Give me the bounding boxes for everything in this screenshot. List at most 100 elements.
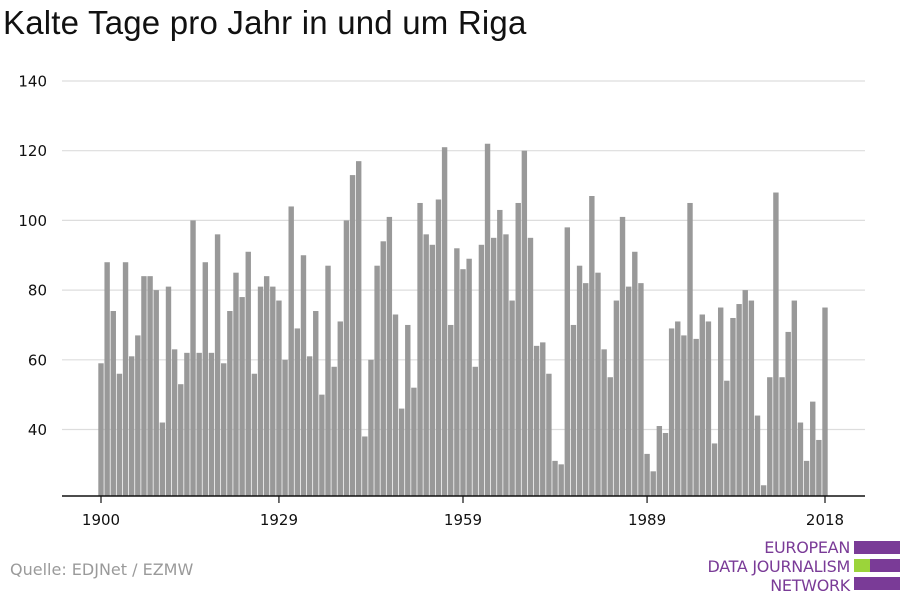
bar-1995 <box>681 335 687 496</box>
y-tick-label: 140 <box>18 73 47 91</box>
bar-1967 <box>509 300 515 496</box>
bar-2018 <box>822 307 828 496</box>
bar-1900 <box>98 363 104 496</box>
bar-2009 <box>767 377 773 496</box>
x-tick-label: 1959 <box>444 511 482 529</box>
bar-1961 <box>472 366 478 496</box>
bar-1930 <box>282 359 288 496</box>
bar-1924 <box>245 251 251 496</box>
bar-1969 <box>521 150 528 496</box>
bar-1993 <box>668 328 675 496</box>
edjnet-logo[interactable]: EUROPEAN DATA JOURNALISM NETWORK <box>700 538 900 600</box>
bar-1958 <box>454 248 460 496</box>
bar-1957 <box>448 324 454 496</box>
bar-1925 <box>251 373 258 496</box>
bar-1932 <box>294 328 301 496</box>
x-tick-label: 1929 <box>260 511 298 529</box>
logo-line-european: EUROPEAN <box>764 538 850 557</box>
bar-1960 <box>466 258 472 496</box>
bar-2005 <box>742 290 748 496</box>
bar-1954 <box>429 244 436 496</box>
bar-1931 <box>288 206 294 496</box>
bar-1992 <box>662 432 669 496</box>
bar-1999 <box>705 321 712 496</box>
bar-1994 <box>675 321 681 496</box>
bar-1906 <box>135 335 141 496</box>
bar-1913 <box>178 384 184 496</box>
bar-1902 <box>110 311 116 496</box>
bar-1959 <box>460 269 466 496</box>
bar-2004 <box>736 304 742 496</box>
bar-1974 <box>552 460 558 496</box>
bar-2014 <box>797 422 804 496</box>
bar-1962 <box>478 244 485 496</box>
bar-1979 <box>583 283 589 496</box>
bar-1996 <box>687 202 693 496</box>
bar-1951 <box>411 387 417 496</box>
bar-1988 <box>638 283 644 496</box>
bar-2000 <box>711 443 718 496</box>
bar-1918 <box>208 352 215 496</box>
bar-1935 <box>313 311 319 496</box>
bar-2017 <box>816 439 822 496</box>
bar-1920 <box>221 363 227 496</box>
bar-2007 <box>754 415 761 496</box>
logo-bar-bottom <box>854 577 900 590</box>
bar-1919 <box>214 234 221 496</box>
bar-1943 <box>362 436 368 496</box>
logo-bar-middle-accent <box>854 559 870 572</box>
bar-1905 <box>128 356 135 496</box>
y-tick-label: 40 <box>28 421 47 439</box>
bar-1916 <box>196 352 202 496</box>
bar-1955 <box>435 199 442 497</box>
bar-1914 <box>184 352 190 496</box>
bar-1953 <box>423 234 429 496</box>
bar-1912 <box>171 349 178 496</box>
bar-1922 <box>233 272 239 496</box>
y-tick-label: 60 <box>28 351 47 369</box>
bar-1980 <box>589 196 595 496</box>
bar-1963 <box>484 143 491 497</box>
bar-1978 <box>576 265 583 496</box>
bar-1903 <box>116 373 123 496</box>
bar-1981 <box>595 272 601 496</box>
bar-1907 <box>141 276 147 496</box>
bar-1937 <box>325 265 331 496</box>
bar-2002 <box>724 380 730 496</box>
bar-1972 <box>540 342 546 496</box>
bar-1976 <box>564 227 571 496</box>
x-tick-label: 2018 <box>806 511 844 529</box>
bar-1941 <box>349 175 356 496</box>
bar-2015 <box>803 460 810 496</box>
bar-1983 <box>607 377 613 496</box>
x-tick-label: 1989 <box>628 511 666 529</box>
bar-2013 <box>791 300 798 496</box>
bar-1985 <box>619 216 626 497</box>
y-tick-label: 80 <box>28 282 47 300</box>
bar-1952 <box>417 202 423 496</box>
bar-1923 <box>239 297 245 496</box>
bar-1973 <box>546 373 552 496</box>
bar-1990 <box>650 471 656 496</box>
bar-1944 <box>368 359 374 496</box>
bar-1929 <box>276 300 282 496</box>
bar-1986 <box>625 286 632 496</box>
logo-line-data-journalism: DATA JOURNALISM <box>707 557 851 576</box>
bar-1933 <box>300 255 307 496</box>
bar-2010 <box>773 192 779 496</box>
bar-2012 <box>785 331 791 496</box>
bar-1940 <box>343 220 350 496</box>
bar-1987 <box>632 251 638 496</box>
bar-1936 <box>319 394 325 496</box>
bar-1998 <box>699 314 705 496</box>
bar-1977 <box>570 324 577 496</box>
bar-1939 <box>337 321 343 496</box>
bar-1934 <box>306 356 313 496</box>
logo-line-network: NETWORK <box>770 576 850 595</box>
bar-2016 <box>810 401 816 496</box>
bar-1901 <box>104 262 110 496</box>
bar-2001 <box>717 307 724 496</box>
bar-1926 <box>257 286 264 496</box>
bar-1909 <box>153 290 159 496</box>
